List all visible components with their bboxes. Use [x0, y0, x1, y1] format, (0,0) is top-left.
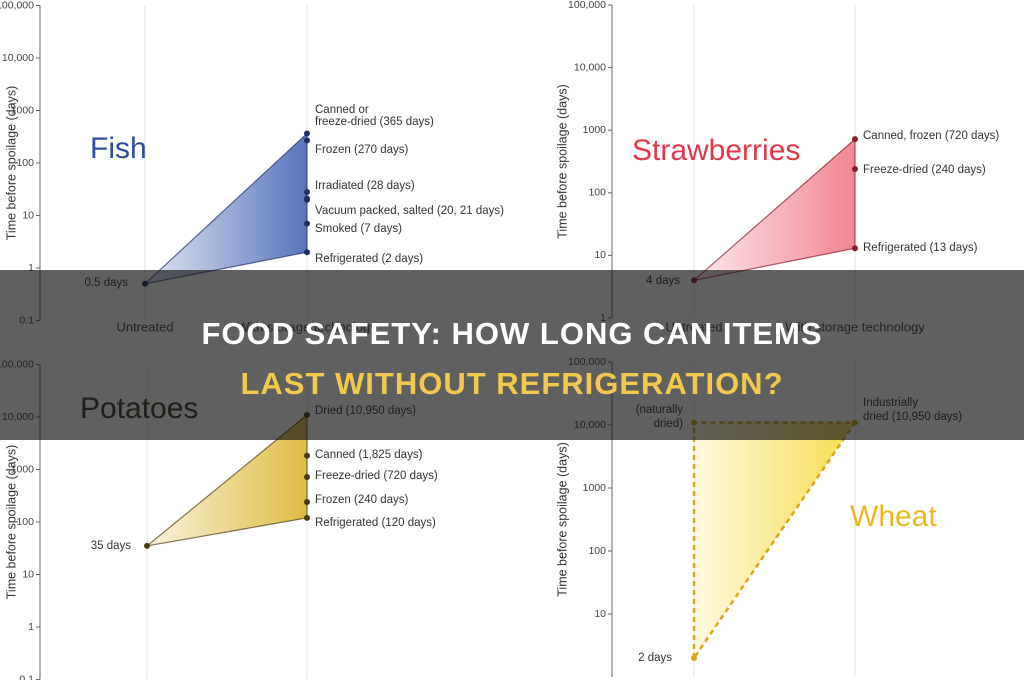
data-point: [852, 136, 858, 143]
y-tick-label: 10: [594, 249, 606, 261]
point-label: Freeze-dried (720 days): [315, 470, 438, 482]
data-point: [852, 165, 858, 172]
y-tick-label: 10: [22, 568, 34, 580]
y-tick-label: 100,000: [0, 0, 34, 11]
chart-title: Strawberries: [632, 134, 800, 167]
y-tick-label: 10: [594, 608, 606, 620]
point-label: Canned (1,825 days): [315, 449, 423, 461]
point-label: Freeze-dried (240 days): [863, 164, 986, 176]
point-label: Refrigerated (13 days): [863, 242, 978, 254]
point-label: Canned or: [315, 104, 369, 116]
y-tick-label: 1000: [11, 463, 35, 475]
y-tick-label: 1000: [583, 124, 607, 136]
range-area: [691, 137, 856, 282]
y-tick-label: 10: [22, 209, 34, 221]
data-point: [852, 245, 858, 252]
point-label: Frozen (240 days): [315, 494, 408, 506]
point-label: Irradiated (28 days): [315, 180, 415, 192]
data-point: [304, 137, 310, 144]
data-point: [691, 655, 697, 662]
range-area: [692, 421, 858, 663]
data-point: [304, 195, 310, 202]
y-tick-label: 0.1: [19, 673, 34, 680]
y-tick-label: 100,000: [568, 0, 606, 11]
point-label: 35 days: [91, 540, 132, 552]
point-label: 2 days: [638, 652, 672, 664]
y-axis-label: Time before spoilage (days): [4, 86, 18, 240]
data-point: [304, 514, 310, 521]
point-label: Refrigerated (2 days): [315, 253, 423, 265]
chart-title: Fish: [90, 132, 147, 165]
data-point: [304, 220, 310, 227]
range-area: [144, 413, 308, 547]
range-area: [143, 132, 308, 285]
point-label: Refrigerated (120 days): [315, 517, 436, 529]
y-tick-label: 100: [16, 516, 34, 528]
y-tick-label: 100: [588, 545, 606, 557]
y-axis-label: Time before spoilage (days): [555, 442, 569, 596]
data-point: [304, 130, 310, 137]
y-tick-label: 100: [588, 187, 606, 199]
banner-line: LAST WITHOUT REFRIGERATION?: [240, 366, 783, 401]
y-tick-label: 10,000: [574, 61, 606, 73]
y-tick-label: 10,000: [2, 52, 34, 64]
y-tick-label: 100: [16, 157, 34, 169]
banner-bg: [0, 270, 1024, 440]
y-tick-label: 1000: [583, 482, 607, 494]
data-point: [304, 452, 310, 459]
point-label: Canned, frozen (720 days): [863, 130, 999, 142]
data-point: [304, 499, 310, 506]
banner-line: FOOD SAFETY: HOW LONG CAN ITEMS: [201, 316, 822, 351]
data-point: [304, 249, 310, 256]
data-point: [304, 473, 310, 480]
point-label: Frozen (270 days): [315, 144, 408, 156]
point-label: freeze-dried (365 days): [315, 116, 434, 128]
y-tick-label: 1: [28, 621, 34, 633]
chart-title: Wheat: [850, 500, 937, 533]
data-point: [304, 189, 310, 196]
y-tick-label: 1000: [11, 104, 35, 116]
point-label: Smoked (7 days): [315, 223, 402, 235]
y-axis-label: Time before spoilage (days): [555, 84, 569, 238]
data-point: [144, 542, 150, 549]
point-label: Vacuum packed, salted (20, 21 days): [315, 205, 504, 217]
y-tick-label: 1: [28, 262, 34, 274]
y-axis-label: Time before spoilage (days): [4, 445, 18, 599]
